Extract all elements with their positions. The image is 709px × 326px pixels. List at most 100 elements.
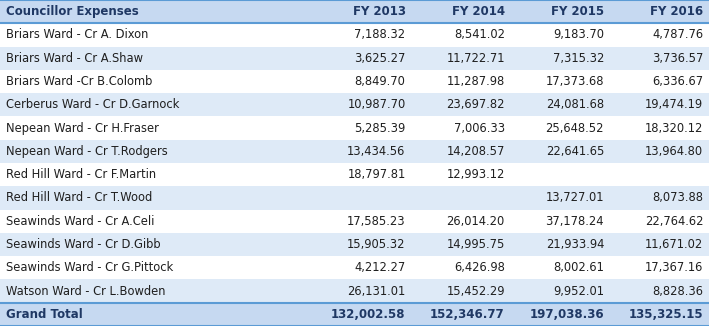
- FancyBboxPatch shape: [610, 233, 709, 256]
- Text: 26,014.20: 26,014.20: [447, 215, 505, 228]
- FancyBboxPatch shape: [312, 256, 411, 279]
- Text: Red Hill Ward - Cr T.Wood: Red Hill Ward - Cr T.Wood: [6, 191, 152, 204]
- Text: 9,183.70: 9,183.70: [553, 28, 604, 41]
- Text: 26,131.01: 26,131.01: [347, 285, 406, 298]
- FancyBboxPatch shape: [411, 93, 510, 116]
- FancyBboxPatch shape: [411, 0, 510, 23]
- Text: 7,188.32: 7,188.32: [354, 28, 406, 41]
- FancyBboxPatch shape: [411, 303, 510, 326]
- Text: 25,648.52: 25,648.52: [545, 122, 604, 135]
- Text: 12,993.12: 12,993.12: [447, 168, 505, 181]
- FancyBboxPatch shape: [0, 140, 312, 163]
- Text: 17,367.16: 17,367.16: [645, 261, 703, 274]
- Text: 9,952.01: 9,952.01: [553, 285, 604, 298]
- FancyBboxPatch shape: [0, 70, 312, 93]
- FancyBboxPatch shape: [510, 210, 610, 233]
- FancyBboxPatch shape: [411, 163, 510, 186]
- FancyBboxPatch shape: [0, 210, 312, 233]
- FancyBboxPatch shape: [0, 163, 312, 186]
- FancyBboxPatch shape: [411, 210, 510, 233]
- Text: 7,006.33: 7,006.33: [454, 122, 505, 135]
- FancyBboxPatch shape: [411, 256, 510, 279]
- Text: 4,787.76: 4,787.76: [652, 28, 703, 41]
- FancyBboxPatch shape: [610, 70, 709, 93]
- FancyBboxPatch shape: [510, 47, 610, 70]
- Text: 10,987.70: 10,987.70: [347, 98, 406, 111]
- FancyBboxPatch shape: [510, 93, 610, 116]
- Text: Briars Ward - Cr A.Shaw: Briars Ward - Cr A.Shaw: [6, 52, 143, 65]
- FancyBboxPatch shape: [0, 116, 312, 140]
- FancyBboxPatch shape: [312, 163, 411, 186]
- FancyBboxPatch shape: [610, 210, 709, 233]
- FancyBboxPatch shape: [411, 116, 510, 140]
- FancyBboxPatch shape: [510, 279, 610, 303]
- Text: 23,697.82: 23,697.82: [446, 98, 505, 111]
- Text: Seawinds Ward - Cr A.Celi: Seawinds Ward - Cr A.Celi: [6, 215, 154, 228]
- FancyBboxPatch shape: [411, 70, 510, 93]
- Text: Grand Total: Grand Total: [6, 308, 82, 321]
- Text: 4,212.27: 4,212.27: [354, 261, 406, 274]
- Text: 37,178.24: 37,178.24: [545, 215, 604, 228]
- FancyBboxPatch shape: [610, 186, 709, 210]
- Text: Watson Ward - Cr L.Bowden: Watson Ward - Cr L.Bowden: [6, 285, 165, 298]
- FancyBboxPatch shape: [510, 0, 610, 23]
- FancyBboxPatch shape: [610, 93, 709, 116]
- FancyBboxPatch shape: [312, 93, 411, 116]
- Text: 8,541.02: 8,541.02: [454, 28, 505, 41]
- Text: 11,671.02: 11,671.02: [645, 238, 703, 251]
- Text: FY 2016: FY 2016: [650, 5, 703, 18]
- FancyBboxPatch shape: [312, 140, 411, 163]
- FancyBboxPatch shape: [411, 186, 510, 210]
- FancyBboxPatch shape: [0, 186, 312, 210]
- FancyBboxPatch shape: [312, 23, 411, 47]
- Text: FY 2015: FY 2015: [551, 5, 604, 18]
- FancyBboxPatch shape: [610, 140, 709, 163]
- Text: 3,736.57: 3,736.57: [652, 52, 703, 65]
- FancyBboxPatch shape: [510, 256, 610, 279]
- Text: FY 2014: FY 2014: [452, 5, 505, 18]
- Text: 14,208.57: 14,208.57: [447, 145, 505, 158]
- FancyBboxPatch shape: [312, 47, 411, 70]
- FancyBboxPatch shape: [0, 93, 312, 116]
- Text: 6,426.98: 6,426.98: [454, 261, 505, 274]
- FancyBboxPatch shape: [610, 163, 709, 186]
- FancyBboxPatch shape: [510, 116, 610, 140]
- FancyBboxPatch shape: [312, 70, 411, 93]
- Text: 8,002.61: 8,002.61: [553, 261, 604, 274]
- Text: 18,320.12: 18,320.12: [645, 122, 703, 135]
- FancyBboxPatch shape: [610, 256, 709, 279]
- FancyBboxPatch shape: [411, 23, 510, 47]
- Text: 19,474.19: 19,474.19: [645, 98, 703, 111]
- FancyBboxPatch shape: [0, 47, 312, 70]
- Text: 15,452.29: 15,452.29: [446, 285, 505, 298]
- Text: 8,828.36: 8,828.36: [652, 285, 703, 298]
- Text: Nepean Ward - Cr T.Rodgers: Nepean Ward - Cr T.Rodgers: [6, 145, 167, 158]
- FancyBboxPatch shape: [411, 279, 510, 303]
- FancyBboxPatch shape: [0, 233, 312, 256]
- FancyBboxPatch shape: [0, 279, 312, 303]
- FancyBboxPatch shape: [610, 23, 709, 47]
- FancyBboxPatch shape: [411, 140, 510, 163]
- FancyBboxPatch shape: [0, 0, 312, 23]
- Text: 21,933.94: 21,933.94: [546, 238, 604, 251]
- FancyBboxPatch shape: [510, 140, 610, 163]
- FancyBboxPatch shape: [610, 116, 709, 140]
- FancyBboxPatch shape: [312, 210, 411, 233]
- FancyBboxPatch shape: [510, 303, 610, 326]
- Text: 7,315.32: 7,315.32: [553, 52, 604, 65]
- FancyBboxPatch shape: [510, 186, 610, 210]
- Text: 135,325.15: 135,325.15: [629, 308, 703, 321]
- Text: 22,764.62: 22,764.62: [644, 215, 703, 228]
- FancyBboxPatch shape: [312, 116, 411, 140]
- FancyBboxPatch shape: [312, 233, 411, 256]
- FancyBboxPatch shape: [411, 47, 510, 70]
- Text: 8,849.70: 8,849.70: [354, 75, 406, 88]
- Text: 132,002.58: 132,002.58: [331, 308, 406, 321]
- Text: Nepean Ward - Cr H.Fraser: Nepean Ward - Cr H.Fraser: [6, 122, 159, 135]
- Text: Cerberus Ward - Cr D.Garnock: Cerberus Ward - Cr D.Garnock: [6, 98, 179, 111]
- FancyBboxPatch shape: [510, 163, 610, 186]
- FancyBboxPatch shape: [312, 303, 411, 326]
- Text: Seawinds Ward - Cr G.Pittock: Seawinds Ward - Cr G.Pittock: [6, 261, 173, 274]
- FancyBboxPatch shape: [0, 303, 312, 326]
- Text: Councillor Expenses: Councillor Expenses: [6, 5, 138, 18]
